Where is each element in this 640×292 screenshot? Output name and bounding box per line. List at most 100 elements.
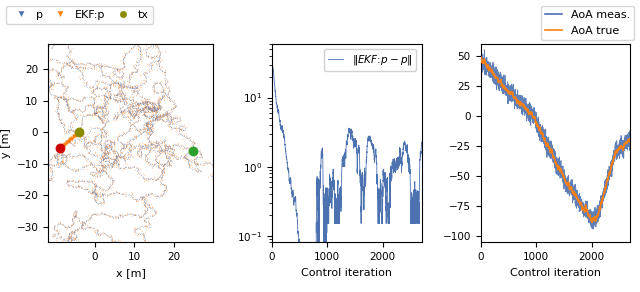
Point [349,270,360,274]
Point [230,171,240,175]
Point [122,84,132,89]
Point [151,116,161,121]
Point [72,216,83,221]
Point [39,56,49,61]
Point [139,73,149,77]
Point [140,220,150,224]
Point [65,234,75,239]
Point [162,97,172,102]
Point [152,106,163,111]
Point [151,116,161,120]
Point [78,222,88,227]
Point [192,150,202,154]
Point [219,138,229,142]
Point [151,139,161,144]
Point [150,211,161,215]
Point [154,110,164,115]
Point [196,168,206,173]
Point [87,170,97,174]
Point [113,110,123,114]
Point [15,34,26,39]
Point [146,101,156,106]
Point [243,118,253,123]
Point [111,154,122,159]
Point [115,133,125,138]
Point [240,237,250,241]
Point [100,156,110,160]
Point [140,102,150,107]
Point [251,138,261,143]
Point [79,138,89,142]
Point [69,230,79,234]
Point [123,140,133,145]
Point [126,45,136,50]
Point [356,255,367,259]
Point [377,259,387,264]
Point [124,48,134,53]
Point [109,72,120,76]
Point [58,223,68,227]
Point [95,212,105,216]
Point [328,228,339,232]
Point [15,35,26,40]
Point [145,127,156,131]
Point [132,69,143,74]
Point [152,108,162,113]
Point [124,72,134,77]
Point [54,112,64,116]
Point [17,7,28,12]
Point [88,113,99,118]
Point [116,98,126,103]
Point [155,55,165,60]
Point [184,138,195,143]
Point [97,69,107,74]
Point [29,11,39,16]
Point [51,69,61,74]
Point [106,236,116,241]
Point [218,232,228,236]
Point [28,51,38,56]
Point [124,86,134,91]
Point [77,116,88,121]
Point [6,47,16,52]
Point [145,203,155,208]
Point [45,83,56,88]
Point [199,270,209,275]
Point [79,107,90,111]
Point [147,109,157,114]
Point [173,127,184,132]
Point [68,144,79,149]
Point [376,253,386,258]
Point [108,114,118,118]
Point [151,81,161,85]
Point [155,194,165,199]
Point [35,49,45,53]
Point [160,143,170,148]
Point [134,82,145,86]
Point [157,150,168,154]
Point [141,98,152,103]
Point [278,190,288,194]
Point [131,83,141,87]
Point [118,146,128,150]
Point [157,94,168,99]
Point [140,155,150,160]
Point [145,104,155,108]
Point [90,79,100,84]
Point [0,76,3,81]
Point [159,74,170,79]
Point [118,114,128,118]
Point [19,10,29,15]
Point [79,144,90,149]
Point [119,111,129,115]
Point [139,101,149,105]
Point [139,234,149,239]
Point [53,154,63,159]
Point [163,111,173,116]
Point [366,231,376,235]
Point [170,148,180,152]
Point [98,115,108,119]
Point [91,64,101,69]
Point [168,143,179,148]
Point [95,140,105,145]
